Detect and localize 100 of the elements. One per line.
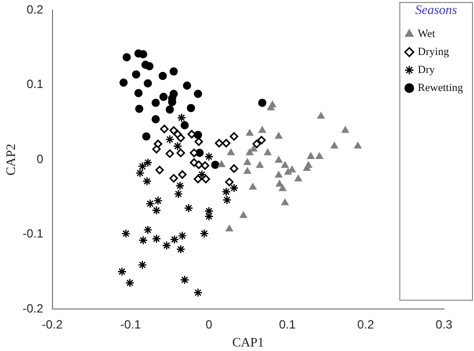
point (230, 164, 238, 173)
point (202, 174, 210, 184)
point (143, 225, 152, 234)
point (165, 134, 174, 144)
point (174, 189, 184, 199)
y-tick-label: 0.1 (26, 77, 44, 92)
point (180, 275, 190, 284)
point (250, 145, 258, 152)
point (214, 138, 224, 148)
point (230, 132, 238, 141)
x-tick-label: -0.2 (42, 318, 63, 332)
legend-label: Drying (418, 46, 450, 58)
point (160, 124, 169, 134)
point (122, 53, 131, 62)
point (194, 160, 204, 170)
point (144, 79, 152, 88)
y-tick-label: -0.2 (22, 301, 44, 316)
point (197, 170, 207, 180)
y-tick-label: -0.1 (22, 226, 44, 241)
point (227, 148, 235, 156)
point (132, 70, 140, 79)
point (166, 149, 174, 158)
point (249, 183, 256, 190)
point (138, 260, 147, 270)
point (222, 195, 232, 205)
point (178, 231, 187, 240)
legend-label: Dry (418, 64, 436, 76)
point (135, 168, 145, 178)
point (264, 148, 272, 156)
point (330, 142, 338, 149)
point (303, 164, 311, 171)
point (316, 152, 324, 159)
point (176, 113, 186, 122)
point (135, 104, 144, 113)
point (138, 162, 147, 171)
point (162, 240, 172, 250)
point (176, 148, 186, 158)
point (281, 161, 289, 168)
point (142, 132, 150, 141)
x-tick-label: 0.2 (357, 318, 374, 332)
point (117, 267, 127, 276)
x-tick-label: 0.3 (436, 318, 453, 332)
point (155, 166, 164, 174)
point (166, 105, 174, 114)
point (229, 183, 239, 193)
point (275, 171, 282, 178)
point (244, 158, 251, 165)
x-tick-label: -0.1 (120, 318, 142, 332)
point (121, 228, 131, 238)
point (276, 180, 284, 187)
y-tick-label: 0.2 (26, 2, 44, 17)
point (204, 152, 214, 162)
point (281, 198, 289, 206)
x-tick-label: 0 (206, 318, 213, 332)
point (284, 168, 292, 175)
point (180, 121, 189, 130)
point (138, 236, 148, 245)
point (275, 156, 282, 163)
point (190, 158, 198, 167)
legend-label: Rewetting (418, 82, 464, 94)
point (244, 167, 251, 174)
point (307, 152, 314, 159)
point (152, 144, 161, 154)
point (182, 82, 192, 90)
point (178, 170, 187, 179)
point (145, 62, 154, 70)
point (184, 204, 194, 213)
point (186, 104, 196, 112)
point (342, 126, 349, 133)
point (194, 137, 204, 146)
x-axis-title: CAP1 (232, 334, 264, 350)
point (119, 78, 128, 87)
point (240, 212, 248, 218)
point (170, 234, 180, 244)
point (246, 148, 254, 156)
point (152, 98, 160, 107)
point (169, 174, 178, 183)
point (275, 132, 282, 139)
point (211, 160, 220, 169)
point (194, 174, 202, 184)
point (200, 161, 210, 170)
point (142, 176, 152, 186)
point (252, 140, 262, 148)
point (258, 98, 266, 107)
point (226, 224, 233, 232)
point (187, 130, 196, 138)
point (139, 50, 148, 58)
point (193, 288, 203, 298)
point (176, 134, 186, 142)
point (317, 112, 325, 119)
point (159, 92, 168, 101)
point (218, 160, 226, 168)
point (225, 178, 234, 186)
point (152, 206, 162, 215)
point (153, 196, 163, 206)
point (278, 184, 286, 192)
point (354, 142, 362, 149)
x-tick-label: 0.1 (278, 318, 296, 332)
point (194, 90, 202, 98)
legend-label: Wet (418, 28, 436, 40)
